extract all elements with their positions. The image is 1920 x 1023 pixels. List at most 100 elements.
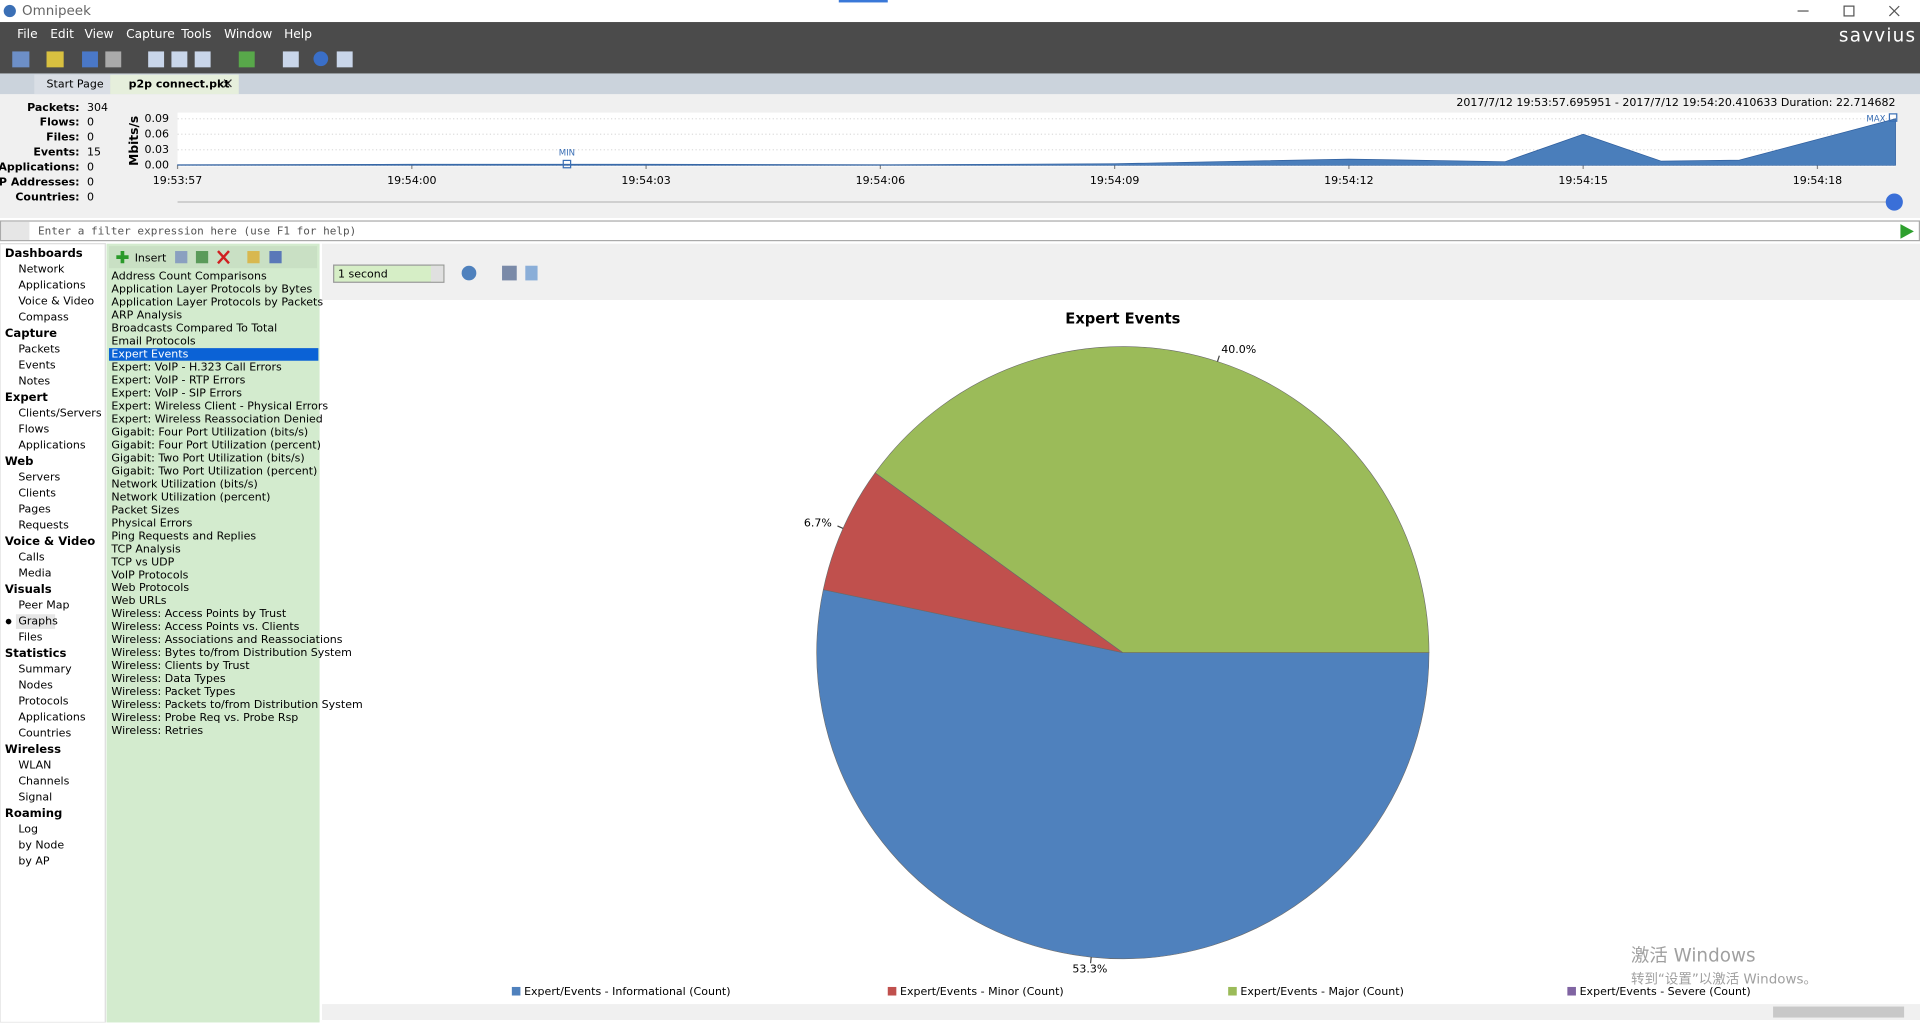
graph-item[interactable]: ARP Analysis bbox=[111, 309, 182, 322]
graph-item[interactable]: TCP Analysis bbox=[110, 542, 181, 555]
tool-button[interactable] bbox=[171, 51, 188, 68]
filter-run[interactable] bbox=[1900, 224, 1914, 239]
restore-button[interactable] bbox=[1843, 5, 1855, 17]
interval-combo[interactable] bbox=[333, 264, 445, 283]
nav-item[interactable]: Channels bbox=[18, 775, 69, 788]
tool-button[interactable] bbox=[194, 51, 211, 68]
tool-button[interactable] bbox=[148, 51, 165, 68]
graph-item[interactable]: Network Utilization (bits/s) bbox=[111, 477, 257, 490]
tab-close[interactable] bbox=[223, 79, 232, 88]
nav-item[interactable]: Flows bbox=[18, 423, 49, 436]
edit-icon[interactable] bbox=[175, 251, 188, 264]
legend-entry[interactable]: Expert/Events - Major (Count) bbox=[1240, 985, 1403, 998]
graph-item[interactable]: Wireless: Probe Req vs. Probe Rsp bbox=[111, 711, 298, 724]
nav-group[interactable]: Web bbox=[5, 454, 34, 468]
chart-type-button[interactable] bbox=[461, 265, 477, 281]
graph-item[interactable]: Gigabit: Four Port Utilization (percent) bbox=[111, 438, 320, 451]
close-button[interactable] bbox=[1888, 5, 1900, 17]
legend-entry[interactable]: Expert/Events - Minor (Count) bbox=[900, 985, 1064, 998]
graph-item[interactable]: Expert: Wireless Client - Physical Error… bbox=[111, 400, 328, 413]
nav-item[interactable]: WLAN bbox=[18, 759, 51, 772]
graph-item[interactable]: Wireless: Associations and Reassociation… bbox=[111, 633, 342, 646]
nav-item[interactable]: Pages bbox=[18, 503, 51, 516]
nav-item[interactable]: Countries bbox=[18, 727, 71, 740]
nav-item[interactable]: Peer Map bbox=[18, 599, 69, 612]
nav-item[interactable]: Servers bbox=[18, 471, 60, 484]
graph-item[interactable]: VoIP Protocols bbox=[111, 568, 188, 581]
graph-item[interactable]: Application Layer Protocols by Bytes bbox=[111, 283, 312, 296]
menu-item[interactable]: Help bbox=[284, 27, 312, 41]
graph-item[interactable]: Wireless: Access Points by Trust bbox=[111, 607, 286, 620]
nav-item[interactable]: Packets bbox=[18, 342, 60, 355]
nav-item[interactable]: Compass bbox=[18, 310, 69, 323]
nav-group[interactable]: Dashboards bbox=[5, 246, 83, 260]
delete-icon[interactable] bbox=[217, 250, 230, 265]
tab[interactable] bbox=[34, 74, 111, 95]
legend-entry[interactable]: Expert/Events - Informational (Count) bbox=[524, 985, 730, 998]
menu-item[interactable]: Capture bbox=[126, 27, 175, 41]
nav-item[interactable]: Protocols bbox=[18, 695, 68, 708]
tool-button[interactable] bbox=[46, 51, 64, 68]
graph-item[interactable]: Web URLs bbox=[111, 594, 166, 607]
tab-label[interactable]: p2p connect.pkt bbox=[129, 77, 231, 90]
graph-item[interactable]: Wireless: Access Points vs. Clients bbox=[111, 620, 299, 633]
insert-button[interactable]: Insert bbox=[135, 251, 167, 264]
nav-group[interactable]: Visuals bbox=[5, 582, 52, 596]
tool-button[interactable] bbox=[12, 51, 30, 68]
tab-label[interactable]: Start Page bbox=[47, 77, 104, 90]
graph-item[interactable]: Gigabit: Two Port Utilization (bits/s) bbox=[111, 451, 304, 464]
insert-icon[interactable] bbox=[116, 251, 129, 264]
tool-button[interactable] bbox=[238, 51, 255, 68]
nav-item[interactable]: Graphs bbox=[18, 615, 58, 628]
nav-item[interactable]: Log bbox=[18, 823, 38, 836]
tool-button[interactable] bbox=[282, 51, 299, 68]
nav-item[interactable]: by AP bbox=[18, 855, 50, 868]
nav-group[interactable]: Wireless bbox=[5, 742, 61, 756]
menu-item[interactable]: Tools bbox=[180, 27, 211, 41]
graph-item[interactable]: Address Count Comparisons bbox=[111, 270, 267, 283]
nav-item[interactable]: Clients/Servers bbox=[18, 407, 101, 420]
graph-item[interactable]: Email Protocols bbox=[111, 335, 195, 348]
nav-item[interactable]: Signal bbox=[18, 791, 52, 804]
nav-item[interactable]: Voice & Video bbox=[18, 294, 94, 307]
graph-item[interactable]: Application Layer Protocols by Packets bbox=[111, 296, 323, 309]
nav-item[interactable]: by Node bbox=[18, 839, 64, 852]
graph-item[interactable]: Wireless: Retries bbox=[111, 724, 203, 737]
graph-item[interactable]: Ping Requests and Replies bbox=[111, 529, 256, 542]
graph-item[interactable]: Wireless: Packet Types bbox=[111, 685, 235, 698]
nav-group[interactable]: Capture bbox=[5, 326, 57, 340]
h-scrollbar[interactable] bbox=[322, 1004, 1920, 1021]
nav-group[interactable]: Voice & Video bbox=[5, 534, 95, 548]
graph-item[interactable]: Gigabit: Four Port Utilization (bits/s) bbox=[111, 425, 308, 438]
graph-item[interactable]: Network Utilization (percent) bbox=[111, 490, 270, 503]
nav-item[interactable]: Applications bbox=[18, 278, 86, 291]
nav-group[interactable]: Expert bbox=[5, 390, 48, 404]
legend-button[interactable] bbox=[502, 265, 517, 281]
tool-button[interactable] bbox=[313, 51, 329, 67]
nav-item[interactable]: Nodes bbox=[18, 679, 53, 692]
filter-icon[interactable] bbox=[1, 221, 30, 241]
graph-item[interactable]: Expert: Wireless Reassociation Denied bbox=[111, 413, 322, 426]
nav-item[interactable]: Network bbox=[18, 262, 65, 275]
tool-button[interactable] bbox=[82, 51, 98, 68]
legend-entry[interactable]: Expert/Events - Severe (Count) bbox=[1580, 985, 1751, 998]
graph-item[interactable]: Expert: VoIP - RTP Errors bbox=[111, 374, 245, 387]
pause-button[interactable] bbox=[525, 265, 538, 281]
combo-arrow[interactable] bbox=[431, 265, 444, 282]
menu-item[interactable]: Window bbox=[224, 27, 272, 41]
nav-item[interactable]: Applications bbox=[18, 439, 86, 452]
nav-item[interactable]: Media bbox=[18, 567, 51, 580]
filter-placeholder[interactable]: Enter a filter expression here (use F1 f… bbox=[38, 224, 356, 237]
graph-item[interactable]: Expert: VoIP - SIP Errors bbox=[111, 387, 242, 400]
tool-button[interactable] bbox=[336, 51, 353, 68]
nav-item[interactable]: Calls bbox=[18, 551, 45, 564]
scroll-thumb[interactable] bbox=[1773, 1006, 1905, 1018]
graph-item[interactable]: Broadcasts Compared To Total bbox=[111, 322, 277, 335]
nav-item[interactable]: Notes bbox=[18, 375, 50, 388]
graph-item[interactable]: Physical Errors bbox=[111, 516, 192, 529]
graph-item[interactable]: Web Protocols bbox=[111, 581, 189, 594]
nav-item[interactable]: Files bbox=[18, 631, 42, 644]
nav-item[interactable]: Applications bbox=[18, 711, 86, 724]
graph-item[interactable]: TCP vs UDP bbox=[110, 555, 174, 568]
import-icon[interactable] bbox=[247, 251, 260, 264]
